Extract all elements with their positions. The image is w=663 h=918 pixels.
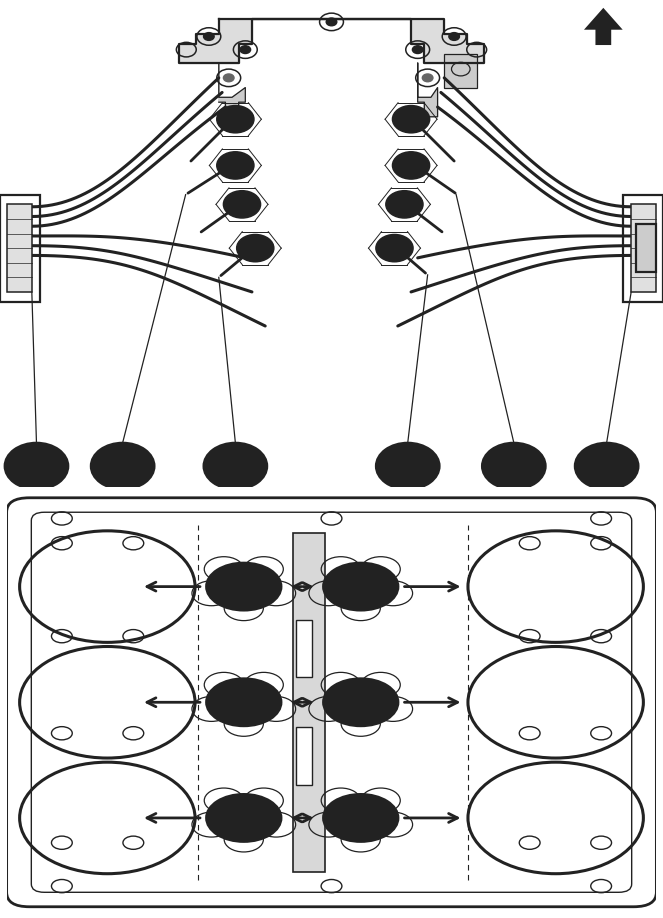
Circle shape	[323, 678, 398, 726]
Circle shape	[575, 442, 638, 489]
Circle shape	[206, 678, 282, 726]
Circle shape	[392, 106, 430, 133]
Polygon shape	[219, 63, 245, 117]
FancyBboxPatch shape	[636, 224, 656, 273]
Text: 3: 3	[357, 811, 365, 825]
Text: 1: 1	[601, 457, 612, 476]
Circle shape	[217, 151, 254, 179]
Text: 2: 2	[357, 695, 365, 710]
FancyBboxPatch shape	[292, 532, 325, 872]
Circle shape	[401, 112, 421, 127]
Circle shape	[237, 234, 274, 262]
Text: 4: 4	[239, 579, 248, 594]
Circle shape	[376, 234, 413, 262]
Circle shape	[206, 563, 282, 610]
Circle shape	[91, 442, 154, 489]
Circle shape	[240, 46, 251, 53]
Polygon shape	[418, 63, 438, 117]
Circle shape	[217, 106, 254, 133]
Circle shape	[204, 442, 267, 489]
Circle shape	[376, 442, 440, 489]
Circle shape	[326, 18, 337, 26]
Circle shape	[223, 74, 234, 82]
Circle shape	[412, 46, 423, 53]
Circle shape	[206, 794, 282, 842]
Circle shape	[245, 241, 265, 255]
Text: 5: 5	[239, 695, 248, 710]
FancyBboxPatch shape	[7, 498, 656, 907]
Text: 2: 2	[509, 457, 519, 476]
FancyBboxPatch shape	[296, 620, 312, 677]
Circle shape	[232, 196, 252, 212]
FancyBboxPatch shape	[631, 205, 656, 292]
Text: 6: 6	[31, 457, 42, 476]
Text: 4: 4	[230, 457, 241, 476]
Circle shape	[386, 191, 423, 218]
Circle shape	[392, 151, 430, 179]
Polygon shape	[587, 10, 620, 44]
Circle shape	[204, 33, 214, 40]
Circle shape	[385, 241, 404, 255]
Text: 6: 6	[239, 811, 248, 825]
Circle shape	[5, 442, 68, 489]
Text: 3: 3	[402, 457, 413, 476]
FancyBboxPatch shape	[444, 53, 477, 87]
Circle shape	[223, 191, 261, 218]
FancyBboxPatch shape	[7, 205, 32, 292]
Circle shape	[394, 196, 414, 212]
Text: 5: 5	[117, 457, 128, 476]
Circle shape	[323, 563, 398, 610]
Text: 1: 1	[356, 579, 365, 594]
Circle shape	[482, 442, 546, 489]
Circle shape	[449, 33, 459, 40]
Circle shape	[225, 112, 245, 127]
Circle shape	[225, 158, 245, 173]
FancyBboxPatch shape	[296, 727, 312, 785]
Circle shape	[401, 158, 421, 173]
Circle shape	[422, 74, 433, 82]
Circle shape	[323, 794, 398, 842]
Polygon shape	[179, 19, 484, 63]
